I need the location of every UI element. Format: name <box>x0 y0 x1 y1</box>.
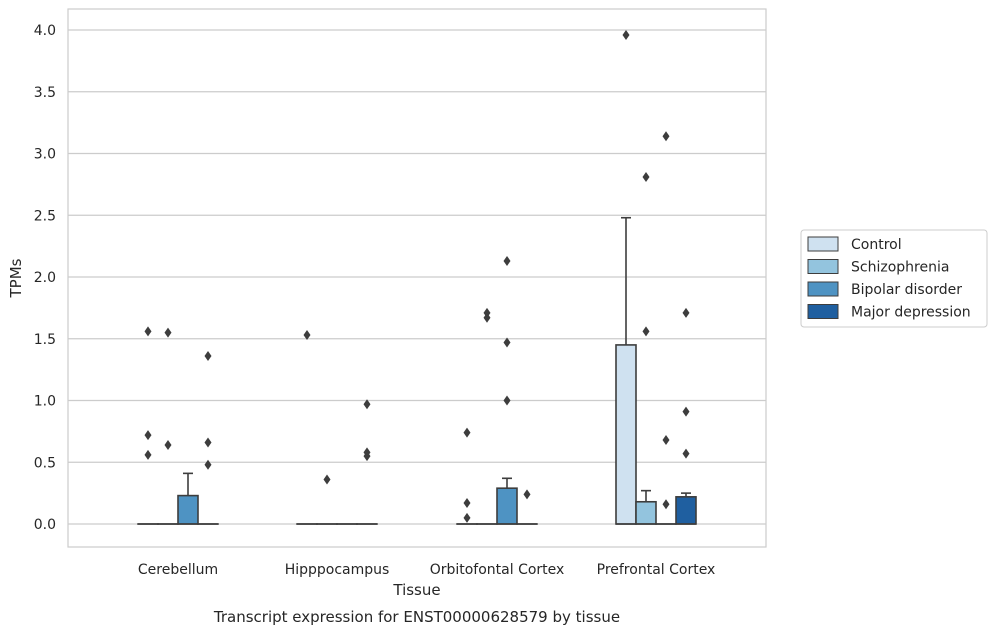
outlier-point <box>144 430 152 441</box>
y-tick-label: 1.0 <box>34 394 56 410</box>
outlier-point <box>323 474 331 485</box>
box-group <box>316 474 338 525</box>
box <box>615 344 637 525</box>
x-tick-label: Hipppocampus <box>285 562 390 578</box>
box <box>177 494 199 525</box>
x-tick-label: Cerebellum <box>138 562 218 578</box>
legend-item: Schizophrenia <box>807 259 949 276</box>
y-tick-label: 0.0 <box>34 517 56 533</box>
outlier-point <box>204 437 212 448</box>
y-tick-label: 1.5 <box>34 332 56 348</box>
outlier-point <box>144 326 152 337</box>
box-group <box>615 29 637 525</box>
box-group <box>476 307 498 525</box>
legend-item: Bipolar disorder <box>807 281 962 298</box>
outlier-point <box>642 326 650 337</box>
box-group <box>675 307 697 525</box>
outlier-point <box>144 449 152 460</box>
outlier-point <box>363 451 371 462</box>
outlier-point <box>204 459 212 470</box>
plot-frame <box>67 8 767 548</box>
box-group <box>197 351 219 525</box>
outlier-point <box>682 448 690 459</box>
legend-item: Control <box>807 236 902 253</box>
x-axis-label: Tissue <box>392 581 440 599</box>
outlier-point <box>483 312 491 323</box>
box <box>635 500 657 525</box>
y-tick-label: 2.0 <box>34 270 56 286</box>
legend-label: Control <box>851 237 902 253</box>
outlier-point <box>463 512 471 523</box>
x-tick-label: Orbitofontal Cortex <box>430 562 565 578</box>
y-tick-label: 4.0 <box>34 23 56 39</box>
box-group <box>157 327 179 525</box>
box-group <box>137 326 159 525</box>
box-plot-series <box>137 29 697 525</box>
legend: Control Schizophrenia Bipolar disorder Majo… <box>800 229 988 328</box>
legend-label: Schizophrenia <box>851 260 949 276</box>
box <box>675 496 697 525</box>
outlier-point <box>164 439 172 450</box>
box-group <box>655 131 677 525</box>
outlier-point <box>662 131 670 142</box>
outlier-point <box>503 395 511 406</box>
outlier-point <box>164 327 172 338</box>
x-tick-labels: Cerebellum Hipppocampus Orbitofontal Corte… <box>138 562 715 578</box>
box-group <box>496 255 518 525</box>
y-tick-labels: 0.0 0.5 1.0 1.5 2.0 2.5 3.0 3.5 4.0 <box>34 23 56 533</box>
outlier-point <box>682 406 690 417</box>
outlier-point <box>303 330 311 341</box>
outlier-point <box>503 255 511 266</box>
legend-swatch <box>807 304 839 319</box>
grid-lines <box>68 29 766 525</box>
outlier-point <box>503 337 511 348</box>
legend-swatch <box>807 259 839 274</box>
legend-item: Major depression <box>807 304 971 321</box>
outlier-point <box>642 171 650 182</box>
outlier-point <box>662 435 670 446</box>
legend-label: Major depression <box>851 305 971 321</box>
box-group <box>516 489 538 525</box>
legend-frame <box>800 229 988 328</box>
y-tick-label: 3.5 <box>34 85 56 101</box>
y-tick-label: 2.5 <box>34 208 56 224</box>
box-group <box>296 330 318 525</box>
box <box>496 487 518 525</box>
y-tick-label: 3.0 <box>34 147 56 163</box>
legend-swatch <box>807 236 839 252</box>
box-group <box>177 472 199 525</box>
box-group <box>356 399 378 525</box>
legend-swatch <box>807 281 839 297</box>
y-axis-label: TPMs <box>7 258 25 298</box>
y-tick-label: 0.5 <box>34 455 56 471</box>
chart-caption: Transcript expression for ENST0000062857… <box>213 608 620 626</box>
outlier-point <box>682 307 690 318</box>
legend-label: Bipolar disorder <box>851 282 962 298</box>
outlier-point <box>463 498 471 509</box>
box-group <box>635 171 657 525</box>
legend-items: Control Schizophrenia Bipolar disorder Majo… <box>807 236 971 321</box>
outlier-point <box>523 489 531 500</box>
outlier-point <box>363 399 371 410</box>
outlier-point <box>204 351 212 362</box>
outlier-point <box>463 427 471 438</box>
x-tick-label: Prefrontal Cortex <box>597 562 716 578</box>
outlier-point <box>662 499 670 510</box>
box-group <box>456 427 478 525</box>
outlier-point <box>622 29 630 40</box>
